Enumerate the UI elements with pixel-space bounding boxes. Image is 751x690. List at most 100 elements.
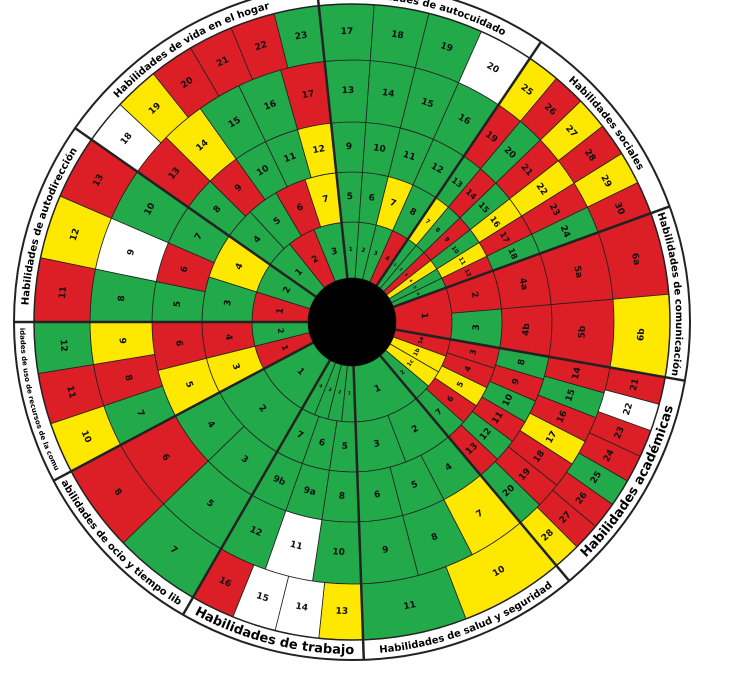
skill-cell-label: 3 (373, 439, 381, 450)
skill-cell-label: 1 (275, 307, 286, 315)
skill-cell-label: 5 (347, 192, 353, 202)
skill-cell-label: 3 (223, 299, 234, 307)
skill-cell-label: 12 (69, 227, 82, 242)
skill-cell-label: 7 (388, 198, 397, 209)
domain-divider (392, 205, 671, 309)
skill-cell-label: 7 (322, 194, 330, 205)
skill-cell-label: 5 (173, 301, 184, 308)
skill-cell-label: 2 (256, 403, 268, 414)
skill-cell-label: 15 (564, 388, 577, 403)
skill-cell-label: 17 (301, 89, 315, 101)
skill-cell-label: 12 (57, 339, 68, 352)
skill-cell-label: 6 (295, 202, 305, 214)
skill-cell-label: 10 (332, 547, 345, 558)
skill-cell-label: 24 (558, 224, 572, 239)
skill-cell-label: 9b (271, 474, 287, 489)
skill-cell-label: 9 (382, 545, 390, 556)
skill-cell-label: 6 (445, 394, 456, 404)
skill-cell-label: 18 (390, 30, 404, 42)
skill-cell-label: 12 (248, 525, 264, 539)
skill-cell-label: 4 (384, 255, 390, 262)
skill-cell-label: 1 (418, 312, 429, 319)
skill-cell-label: 2 (398, 267, 404, 273)
skill-cell-label: 2 (338, 389, 342, 395)
skill-cell-label: 3 (404, 272, 410, 278)
domain-divider (316, 0, 349, 279)
skill-cell-label: 1 (280, 344, 290, 352)
skill-cell-label: 1a (418, 336, 426, 345)
skill-cell-label: 2 (410, 424, 420, 436)
skill-cell-label: 4 (234, 262, 246, 272)
domain-divider (375, 41, 543, 287)
skill-cell-label: 6b (636, 328, 647, 342)
skill-cell-label: 5b (578, 325, 589, 339)
skill-cell-label: 3 (230, 362, 242, 371)
skill-cell-label: 1 (348, 390, 351, 396)
skill-cell-label: 8 (122, 374, 133, 382)
skill-cell-label: 8 (430, 532, 439, 544)
skill-cell-label: 23 (613, 425, 627, 440)
skill-cell-label: 4 (408, 278, 414, 283)
skill-cell-label: 1 (294, 366, 306, 377)
skill-cell-label: 7 (168, 545, 179, 557)
skill-cell-label: 22 (254, 40, 269, 53)
skill-cell-label: 16 (217, 575, 233, 589)
skill-cell-label: 14 (381, 88, 395, 100)
skill-cell-label: 5a (571, 265, 583, 279)
skill-cell-label: 5 (341, 442, 348, 452)
skill-cell-label: 8 (407, 207, 417, 219)
skill-cell-label: 1 (373, 383, 382, 395)
skill-cell-label: 18 (506, 246, 520, 261)
skill-cell-label: 22 (622, 402, 635, 417)
skill-cell-label: 10 (372, 143, 386, 155)
skill-cell-label: 8 (517, 358, 528, 366)
skill-cell-label: 5 (412, 285, 418, 290)
skill-cell-label: 11 (457, 256, 466, 266)
skill-cell-label: 11 (64, 385, 77, 400)
skill-cell-label: 12 (463, 268, 472, 278)
domain-divider (352, 365, 366, 660)
skill-cell-label: 8 (338, 492, 345, 502)
skill-cell-label: 11 (289, 540, 304, 553)
skill-cell-label: 17 (498, 230, 512, 245)
skill-cell-label: 2 (361, 248, 366, 255)
skill-cell-label: 9 (443, 236, 450, 243)
skill-cell-label: 4 (205, 419, 217, 430)
skill-cell-label: 6 (179, 265, 190, 274)
skill-cell-label: 7 (134, 409, 146, 419)
skill-cell-label: 11 (403, 600, 417, 612)
skill-cell-label: 2 (282, 285, 294, 295)
skill-cell-label: 3 (327, 387, 332, 394)
domain-divider (52, 341, 314, 482)
skill-cell-label: 4 (318, 383, 323, 390)
domain-divider (395, 328, 686, 382)
skill-cell-label: 7 (434, 407, 444, 417)
skill-cell-label: 5 (455, 380, 466, 389)
skill-cell-label: 12 (312, 144, 326, 156)
skill-cell-label: 6 (159, 452, 171, 463)
skill-cell-label: 11 (58, 286, 69, 299)
skill-cell-label: 3 (373, 250, 379, 257)
skill-cell-label: 4b (522, 323, 533, 337)
skill-cell-label: 19 (439, 41, 454, 55)
skill-cell-label: 8 (111, 487, 123, 498)
skill-cell-label: 7 (475, 508, 486, 520)
skill-cell-label: 9 (511, 377, 523, 386)
skill-cell-label: 23 (294, 30, 308, 42)
skill-cell-label: 4 (463, 364, 474, 373)
skill-cell-label: 4 (444, 462, 455, 474)
skill-cell-label: 6 (415, 292, 421, 297)
skill-cell-label: 13 (342, 86, 355, 96)
skill-cell-label: 30 (612, 201, 626, 216)
skill-cell-label: 6 (374, 490, 382, 501)
domain-divider (74, 127, 317, 298)
ring-boundary (33, 3, 671, 641)
skill-cell-label: 14 (571, 366, 584, 380)
skill-cell-label: 16 (263, 99, 278, 113)
skill-cell-label: 1c (406, 359, 415, 368)
skill-cell-label: 6 (318, 438, 326, 449)
skill-cell-label: 16 (555, 409, 569, 425)
skill-cell-label: 6 (368, 193, 376, 204)
skill-cell-label: 5 (272, 216, 283, 228)
